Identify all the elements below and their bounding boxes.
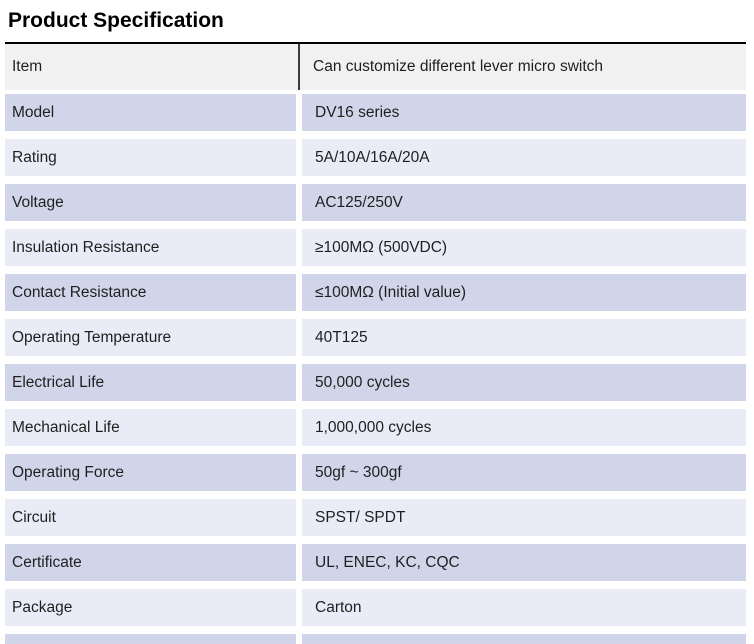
column-gap xyxy=(296,364,302,401)
spec-rows: Model DV16 series Rating 5A/10A/16A/20A … xyxy=(5,94,746,626)
column-gap xyxy=(296,274,302,311)
column-gap xyxy=(296,319,302,356)
spec-value-cell: 5A/10A/16A/20A xyxy=(302,139,746,176)
spec-value-cell: 1,000,000 cycles xyxy=(302,409,746,446)
spec-row: Model DV16 series xyxy=(5,94,746,131)
spec-label-cell: Contact Resistance xyxy=(5,274,296,311)
spec-label-cell: Rating xyxy=(5,139,296,176)
spec-row: Operating Temperature 40T125 xyxy=(5,319,746,356)
column-gap xyxy=(296,139,302,176)
spec-label-cell: Package xyxy=(5,589,296,626)
spec-value-cell: AC125/250V xyxy=(302,184,746,221)
spec-row: Insulation Resistance ≥100MΩ (500VDC) xyxy=(5,229,746,266)
column-gap xyxy=(296,454,302,491)
column-gap xyxy=(296,229,302,266)
spec-row: Certificate UL, ENEC, KC, CQC xyxy=(5,544,746,581)
spec-label-cell: Model xyxy=(5,94,296,131)
spec-value-cell: Carton xyxy=(302,589,746,626)
spec-value-cell: UL, ENEC, KC, CQC xyxy=(302,544,746,581)
spec-row: Rating 5A/10A/16A/20A xyxy=(5,139,746,176)
column-gap xyxy=(296,409,302,446)
spec-header-label: Item xyxy=(5,44,298,90)
spec-label-cell: Electrical Life xyxy=(5,364,296,401)
column-gap xyxy=(296,499,302,536)
spec-row: Package Carton xyxy=(5,589,746,626)
spec-row: Contact Resistance ≤100MΩ (Initial value… xyxy=(5,274,746,311)
spec-label-cell: Mechanical Life xyxy=(5,409,296,446)
column-gap xyxy=(296,589,302,626)
spec-label-cell: Operating Temperature xyxy=(5,319,296,356)
product-spec-page: Product Specification Item Can customize… xyxy=(0,8,754,644)
spec-row: Electrical Life 50,000 cycles xyxy=(5,364,746,401)
spec-label-cell: Insulation Resistance xyxy=(5,229,296,266)
spec-value-cell: ≤100MΩ (Initial value) xyxy=(302,274,746,311)
column-gap xyxy=(296,94,302,131)
spec-value-cell: ≥100MΩ (500VDC) xyxy=(302,229,746,266)
spec-label-cell: Voltage xyxy=(5,184,296,221)
spec-row: Voltage AC125/250V xyxy=(5,184,746,221)
spec-value-cell xyxy=(302,634,746,644)
spec-label-cell xyxy=(5,634,296,644)
spec-label-cell: Operating Force xyxy=(5,454,296,491)
spec-label-cell: Certificate xyxy=(5,544,296,581)
spec-label-cell: Circuit xyxy=(5,499,296,536)
spec-row-partial xyxy=(5,634,746,644)
spec-value-cell: 40T125 xyxy=(302,319,746,356)
column-gap xyxy=(296,544,302,581)
spec-value-cell: SPST/ SPDT xyxy=(302,499,746,536)
spec-value-cell: 50,000 cycles xyxy=(302,364,746,401)
spec-header-value: Can customize different lever micro swit… xyxy=(300,44,746,90)
spec-value-cell: 50gf ~ 300gf xyxy=(302,454,746,491)
spec-header-row: Item Can customize different lever micro… xyxy=(5,44,746,90)
spec-table: Item Can customize different lever micro… xyxy=(5,42,746,644)
column-gap xyxy=(296,184,302,221)
header-column-divider xyxy=(298,44,300,90)
spec-row: Operating Force 50gf ~ 300gf xyxy=(5,454,746,491)
spec-value-cell: DV16 series xyxy=(302,94,746,131)
spec-row: Mechanical Life 1,000,000 cycles xyxy=(5,409,746,446)
page-title: Product Specification xyxy=(8,9,224,32)
spec-row: Circuit SPST/ SPDT xyxy=(5,499,746,536)
